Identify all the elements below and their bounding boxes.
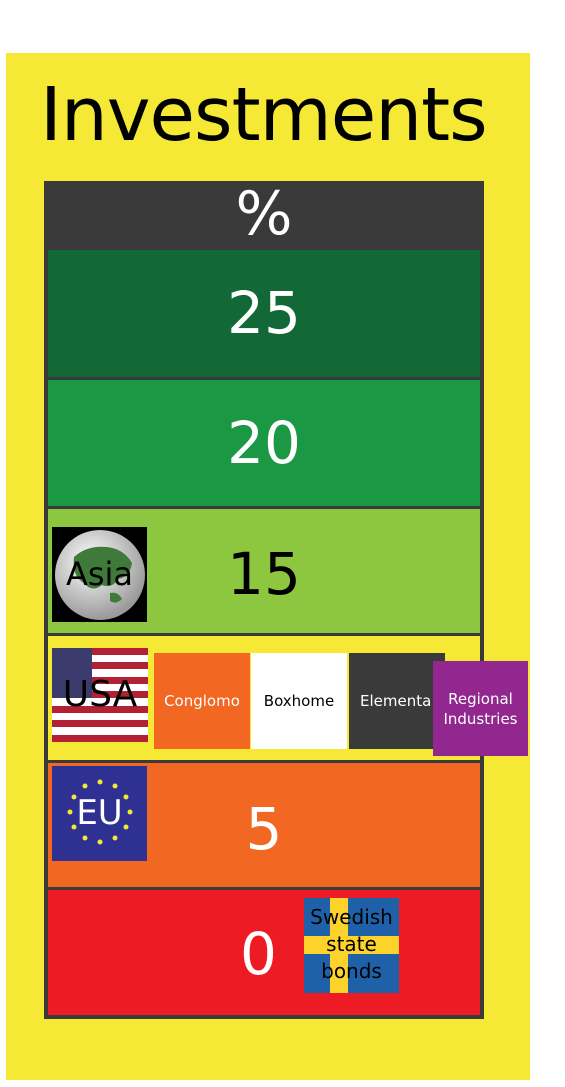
- percent-header: %: [235, 179, 293, 249]
- row-value: 5: [245, 795, 283, 863]
- table-row-20: 20: [48, 380, 480, 506]
- company-regional-industries: Regional Industries: [433, 661, 528, 756]
- page-title: Investments: [40, 72, 488, 158]
- header-row: %: [48, 181, 480, 248]
- swedish-bonds-label: Swedish state bonds: [310, 905, 393, 983]
- row-value: 25: [227, 279, 301, 347]
- swedish-flag-icon: [304, 898, 399, 993]
- eu-flag-icon: [52, 766, 147, 861]
- table-row-usa: USA Conglomo Boxhome Elementa: [48, 636, 480, 760]
- eu-label: EU: [76, 793, 123, 833]
- company-conglomo: Conglomo: [154, 653, 250, 749]
- eu-badge: EU: [52, 766, 147, 861]
- asia-label: Asia: [65, 555, 134, 593]
- table-row-0: 0 Swedish state bonds: [48, 890, 480, 1015]
- company-boxhome: Boxhome: [251, 653, 347, 749]
- swedish-bonds-badge: Swedish state bonds: [304, 898, 399, 993]
- row-value: 15: [227, 540, 301, 608]
- investment-table: % 25 20 Asia 15: [44, 181, 484, 1019]
- usa-label: USA: [62, 674, 138, 715]
- globe-icon: [55, 530, 145, 620]
- row-value: 0: [240, 920, 277, 988]
- table-row-5: EU 5: [48, 763, 480, 887]
- us-flag-icon: [52, 648, 148, 742]
- company-elementa: Elementa: [349, 653, 445, 749]
- table-row-25: 25: [48, 250, 480, 377]
- usa-badge: USA: [52, 648, 148, 742]
- table-row-15: Asia 15: [48, 509, 480, 633]
- asia-badge: Asia: [52, 527, 147, 622]
- row-value: 20: [227, 409, 301, 477]
